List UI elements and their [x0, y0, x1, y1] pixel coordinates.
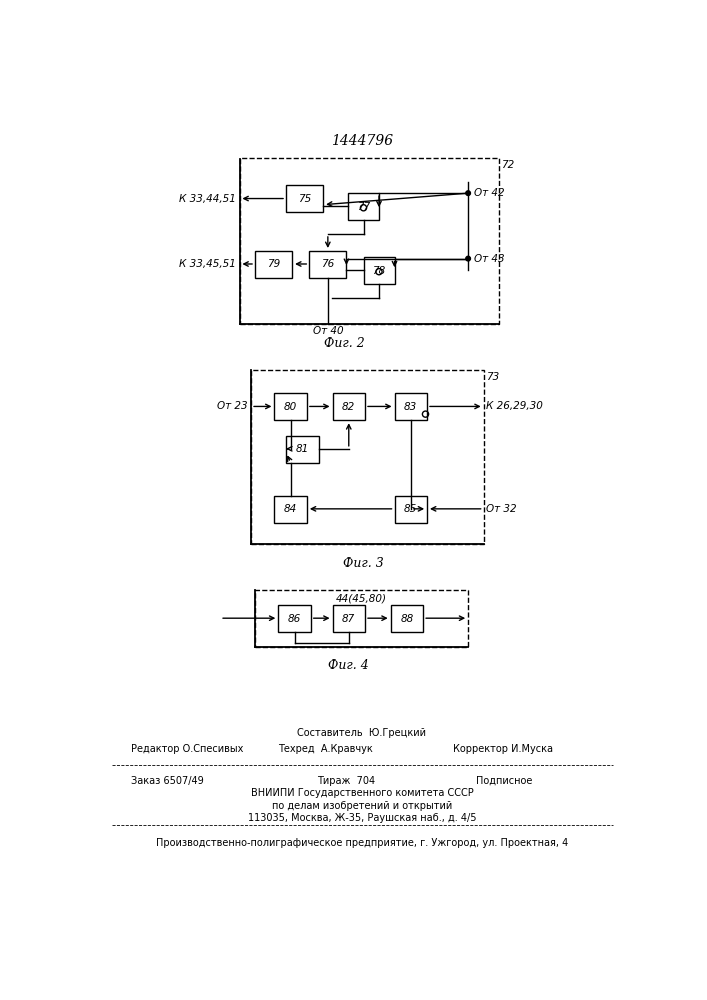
- Text: Фиг. 2: Фиг. 2: [324, 337, 365, 350]
- Bar: [279, 605, 311, 632]
- Text: 87: 87: [342, 614, 356, 624]
- Text: Фиг. 3: Фиг. 3: [343, 557, 384, 570]
- Text: 84: 84: [284, 504, 297, 514]
- Text: Производственно-полиграфическое предприятие, г. Ужгород, ул. Проектная, 4: Производственно-полиграфическое предприя…: [156, 838, 568, 848]
- Bar: [286, 436, 319, 463]
- Bar: [240, 158, 499, 324]
- Bar: [332, 605, 365, 632]
- Text: 80: 80: [284, 402, 297, 412]
- Text: 85: 85: [404, 504, 417, 514]
- Text: Редактор О.Спесивых: Редактор О.Спесивых: [131, 744, 243, 754]
- Text: От 32: От 32: [486, 504, 517, 514]
- Text: 113035, Москва, Ж-35, Раушская наб., д. 4/5: 113035, Москва, Ж-35, Раушская наб., д. …: [247, 813, 477, 823]
- Text: 77: 77: [357, 202, 370, 212]
- Text: От 43: От 43: [474, 254, 505, 264]
- Bar: [251, 370, 484, 544]
- Bar: [332, 393, 365, 420]
- Text: Составитель  Ю.Грецкий: Составитель Ю.Грецкий: [298, 728, 426, 738]
- Text: К 33,45,51: К 33,45,51: [179, 259, 235, 269]
- Text: От 40: От 40: [312, 326, 343, 336]
- Text: 78: 78: [373, 266, 385, 276]
- Text: Фиг. 4: Фиг. 4: [327, 659, 368, 672]
- Text: К 26,29,30: К 26,29,30: [486, 401, 543, 411]
- Text: 88: 88: [400, 614, 414, 624]
- Text: 81: 81: [296, 444, 309, 454]
- Bar: [363, 257, 395, 284]
- Text: К 33,44,51: К 33,44,51: [179, 194, 235, 204]
- Circle shape: [466, 191, 470, 195]
- Bar: [395, 496, 427, 523]
- Circle shape: [466, 256, 470, 261]
- Bar: [309, 251, 346, 278]
- Text: ВНИИПИ Государственного комитета СССР: ВНИИПИ Государственного комитета СССР: [250, 788, 473, 798]
- Bar: [274, 496, 307, 523]
- Text: Заказ 6507/49: Заказ 6507/49: [131, 776, 204, 786]
- Bar: [395, 393, 427, 420]
- Text: 79: 79: [267, 259, 280, 269]
- Text: Тираж  704: Тираж 704: [317, 776, 375, 786]
- Text: 86: 86: [288, 614, 301, 624]
- Text: От 42: От 42: [474, 188, 505, 198]
- Text: 44(45,80): 44(45,80): [336, 594, 387, 604]
- Bar: [274, 393, 307, 420]
- Bar: [391, 605, 423, 632]
- Text: Техред  А.Кравчук: Техред А.Кравчук: [279, 744, 373, 754]
- Bar: [348, 193, 379, 220]
- Text: 75: 75: [298, 194, 311, 204]
- Text: Корректор И.Муска: Корректор И.Муска: [452, 744, 553, 754]
- Text: 1444796: 1444796: [331, 134, 393, 148]
- Text: 72: 72: [501, 160, 515, 170]
- Text: От 23: От 23: [216, 401, 247, 411]
- Text: 73: 73: [486, 372, 499, 382]
- Bar: [255, 251, 292, 278]
- Text: 76: 76: [321, 259, 334, 269]
- Text: по делам изобретений и открытий: по делам изобретений и открытий: [271, 801, 452, 811]
- Text: 82: 82: [342, 402, 356, 412]
- Bar: [286, 185, 323, 212]
- Text: 83: 83: [404, 402, 417, 412]
- Bar: [255, 590, 468, 647]
- Text: Подписное: Подписное: [476, 776, 532, 786]
